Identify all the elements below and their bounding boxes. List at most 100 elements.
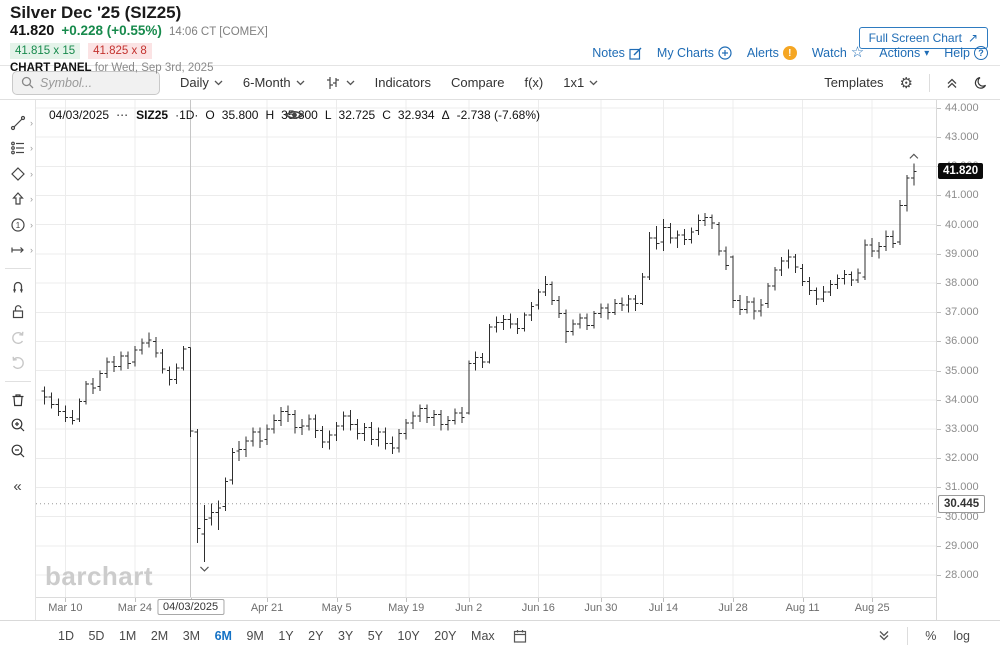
full-screen-chart-button[interactable]: Full Screen Chart ↗: [858, 27, 988, 49]
indicators-label: Indicators: [374, 75, 431, 90]
multi-line-tool[interactable]: ›: [0, 136, 35, 162]
low-value: 32.725: [338, 108, 376, 122]
close-value: 32.934: [397, 108, 435, 122]
pencil-square-icon: [629, 47, 642, 60]
collapse-toolbar-icon[interactable]: [946, 77, 958, 89]
lock-tool[interactable]: [0, 300, 35, 326]
y-axis-label: 35.000: [945, 364, 979, 377]
y-axis-label: 44.000: [945, 101, 979, 114]
zoom-out-button[interactable]: [0, 438, 35, 464]
zoom-out-icon: [11, 444, 24, 458]
toolbar-right: Templates ⚙: [824, 73, 988, 92]
dataline-interval: ·1D·: [175, 108, 199, 122]
undo-button[interactable]: [0, 325, 35, 351]
redo-icon: [12, 356, 24, 370]
range-2y[interactable]: 2Y: [308, 628, 324, 643]
ellipsis-icon[interactable]: ⋯: [116, 108, 130, 122]
x-axis-tick: [468, 598, 470, 602]
x-axis-label: May 5: [321, 602, 352, 614]
measure-tool[interactable]: ›: [0, 238, 35, 264]
y-axis-tick: [937, 516, 941, 518]
toolbar-divider: [929, 73, 930, 92]
drawing-tools-sidebar: › › › › 1 › ›: [0, 100, 36, 620]
redo-button[interactable]: [0, 351, 35, 377]
collapse-axis-icon[interactable]: [878, 630, 890, 642]
range-3m[interactable]: 3M: [182, 628, 201, 643]
y-axis-label: 30.000: [945, 510, 979, 523]
period-dropdown[interactable]: Daily: [180, 75, 223, 90]
range-3y[interactable]: 3Y: [337, 628, 354, 643]
range-bottom-bar: 1D 5D 1M 2M 3M 6M 9M 1Y 2Y 3Y 5Y 10Y 20Y…: [0, 620, 1000, 650]
arrows-tool[interactable]: ›: [0, 187, 35, 213]
templates-button[interactable]: Templates: [824, 75, 883, 90]
chart-plot[interactable]: 04/03/2025 ⋯ SIZ25 ·1D· O 35.800 H 35.800 …: [36, 100, 936, 597]
price-chart[interactable]: [36, 100, 936, 597]
delta-value: -2.738 (-7.68%): [456, 108, 540, 122]
search-icon: [21, 76, 34, 89]
eye-icon[interactable]: [49, 108, 540, 122]
watch-link[interactable]: Watch ☆: [811, 45, 864, 60]
range-5y[interactable]: 5Y: [367, 628, 384, 643]
shapes-tool[interactable]: ›: [0, 161, 35, 187]
alerts-link[interactable]: Alerts !: [747, 46, 797, 60]
percent-scale-toggle[interactable]: %: [925, 628, 937, 643]
y-axis-tick: [937, 458, 941, 460]
quote-header: Silver Dec '25 (SIZ25) 41.820 +0.228 (+0…: [0, 0, 1000, 74]
log-scale-toggle[interactable]: log: [953, 628, 970, 643]
submenu-chevron-icon: ›: [30, 219, 33, 230]
y-axis-tick: [937, 195, 941, 197]
grid-layout-dropdown[interactable]: 1x1: [563, 75, 598, 90]
indicators-button[interactable]: Indicators: [375, 75, 431, 90]
help-label: Help: [944, 46, 970, 60]
symbol-search[interactable]: [12, 70, 160, 95]
range-max[interactable]: Max: [471, 628, 495, 643]
notes-label: Notes: [592, 46, 625, 60]
low-label: L: [324, 108, 332, 122]
delete-drawings-button[interactable]: [0, 387, 35, 413]
multi-line-icon: [10, 141, 24, 155]
x-axis-tick: [65, 598, 67, 602]
my-charts-link[interactable]: My Charts: [657, 46, 732, 60]
compare-button[interactable]: Compare: [451, 75, 504, 90]
x-axis-label: Jun 30: [584, 602, 618, 614]
grid-layout-label: 1x1: [563, 75, 585, 90]
range-9m[interactable]: 9M: [246, 628, 264, 643]
range-5d[interactable]: 5D: [88, 628, 105, 643]
x-axis-tick: [336, 598, 338, 602]
notes-link[interactable]: Notes: [592, 46, 642, 60]
trendline-tool[interactable]: ›: [0, 110, 35, 136]
range-dropdown[interactable]: 6-Month: [243, 75, 305, 90]
y-axis[interactable]: 44.00043.00042.00041.00040.00039.00038.0…: [936, 100, 1000, 620]
zoom-in-button[interactable]: [0, 413, 35, 439]
range-6m[interactable]: 6M: [214, 628, 232, 643]
help-link[interactable]: Help ?: [944, 46, 988, 60]
reference-price-badge: 30.445: [938, 494, 986, 513]
range-1d[interactable]: 1D: [58, 628, 74, 643]
quote-time: 14:06 CT [COMEX]: [168, 26, 268, 38]
fx-button[interactable]: f(x): [524, 75, 543, 90]
range-20y[interactable]: 20Y: [434, 628, 457, 643]
panel-label: CHART PANEL: [10, 62, 92, 74]
dark-mode-moon-icon[interactable]: [974, 76, 988, 90]
range-10y[interactable]: 10Y: [397, 628, 420, 643]
symbol-input[interactable]: [40, 75, 150, 90]
magnet-tool[interactable]: [0, 274, 35, 300]
page-title: Silver Dec '25 (SIZ25): [10, 3, 182, 22]
high-value: 35.800: [281, 108, 318, 122]
range-1y[interactable]: 1Y: [278, 628, 294, 643]
watch-label: Watch: [811, 46, 847, 60]
open-label: O: [205, 108, 215, 122]
actions-menu[interactable]: Actions ▾: [879, 46, 929, 60]
unlock-icon: [12, 305, 23, 319]
x-axis-label: Aug 25: [854, 602, 890, 614]
annotation-tool[interactable]: 1 ›: [0, 212, 35, 238]
submenu-chevron-icon: ›: [30, 245, 33, 256]
x-axis[interactable]: Mar 10 Mar 24 04/03/2025 Apr 21 May 5 May 19 J…: [36, 597, 936, 620]
range-1m[interactable]: 1M: [118, 628, 137, 643]
chart-type-dropdown[interactable]: [325, 76, 355, 90]
gear-icon[interactable]: ⚙: [899, 74, 913, 92]
collapse-sidebar-icon[interactable]: «: [13, 477, 22, 495]
x-axis-tick: [134, 598, 136, 602]
calendar-icon[interactable]: [513, 629, 527, 643]
range-2m[interactable]: 2M: [150, 628, 169, 643]
